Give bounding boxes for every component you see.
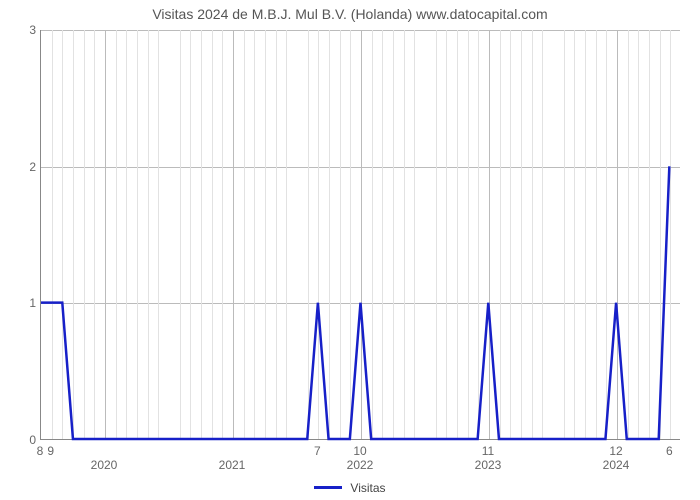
data-point-label: 6 xyxy=(666,444,673,458)
x-tick-label: 2021 xyxy=(219,458,246,472)
x-tick-label: 2022 xyxy=(347,458,374,472)
data-point-label: 11 xyxy=(482,444,494,458)
legend-swatch xyxy=(314,486,342,489)
chart-title: Visitas 2024 de M.B.J. Mul B.V. (Holanda… xyxy=(0,6,700,22)
data-point-label: 9 xyxy=(47,444,54,458)
data-point-label: 10 xyxy=(353,444,366,458)
series-line xyxy=(41,166,669,439)
x-tick-label: 2023 xyxy=(475,458,502,472)
y-tick-label: 2 xyxy=(6,160,36,174)
legend: Visitas xyxy=(0,478,700,495)
y-tick-label: 3 xyxy=(6,23,36,37)
x-tick-label: 2024 xyxy=(603,458,630,472)
x-tick-label: 2020 xyxy=(91,458,118,472)
data-point-label: 7 xyxy=(314,444,321,458)
y-tick-label: 1 xyxy=(6,296,36,310)
line-series xyxy=(41,30,680,439)
plot-area xyxy=(40,30,680,440)
y-tick-label: 0 xyxy=(6,433,36,447)
data-point-label: 8 xyxy=(37,444,44,458)
legend-item-visitas: Visitas xyxy=(314,481,385,495)
data-point-label: 12 xyxy=(609,444,622,458)
legend-label: Visitas xyxy=(350,481,385,495)
